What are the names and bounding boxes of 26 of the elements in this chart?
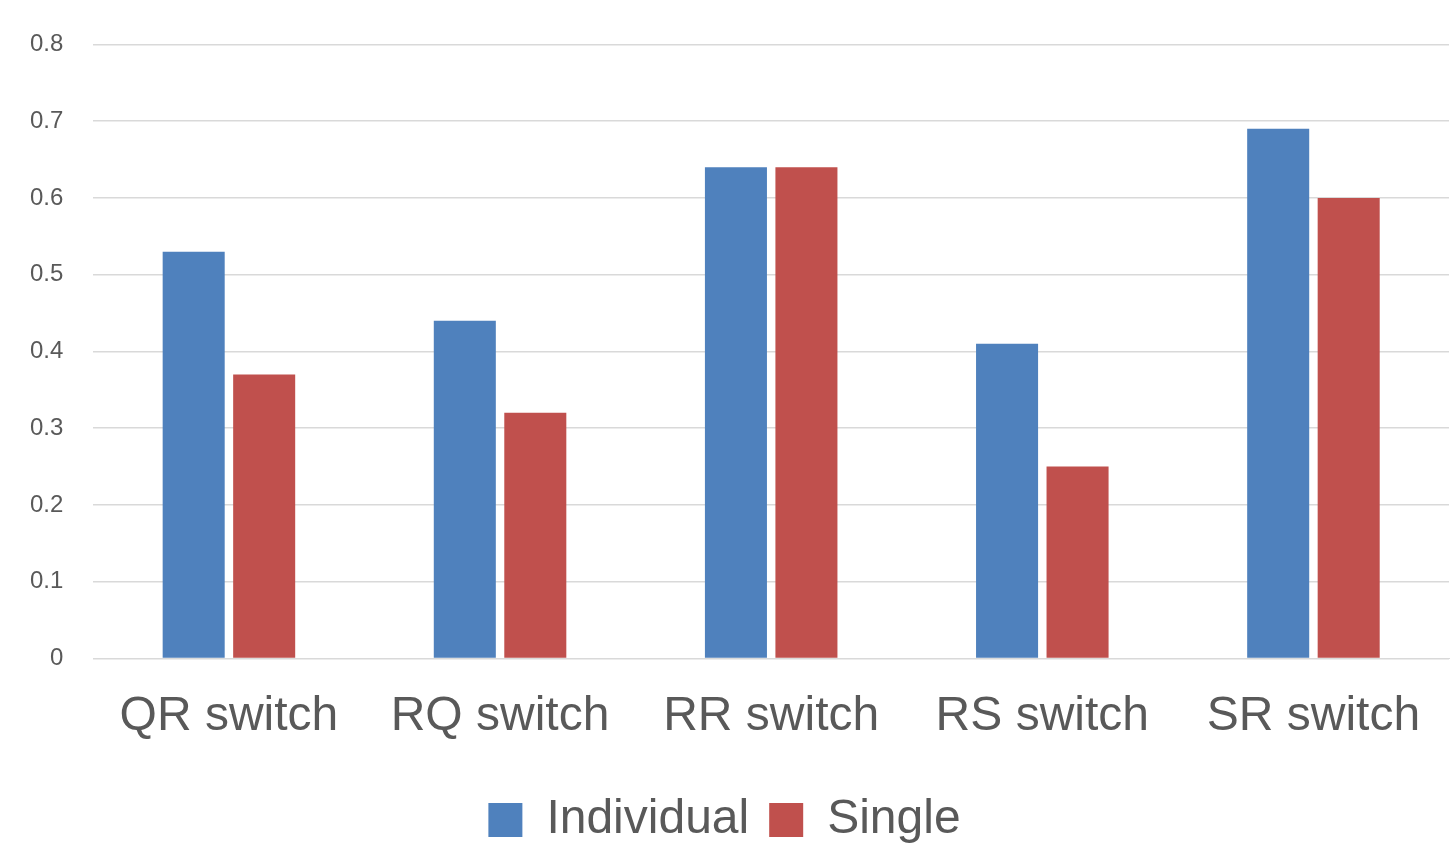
x-tick-label: SR switch — [1206, 687, 1421, 741]
bar — [1046, 466, 1109, 658]
y-tick-label: 0.8 — [29, 29, 64, 57]
bar — [775, 167, 838, 658]
x-tick-label: QR switch — [119, 687, 339, 741]
bar — [704, 167, 767, 658]
y-tick-label: 0 — [50, 643, 64, 671]
bar — [504, 412, 567, 658]
legend-label: Single — [827, 790, 961, 844]
x-tick-label: RQ switch — [390, 687, 610, 741]
legend-label: Individual — [546, 790, 750, 844]
bar — [233, 374, 296, 658]
bar — [976, 343, 1039, 658]
bar — [162, 251, 225, 658]
y-tick-label: 0.7 — [29, 105, 64, 133]
y-tick-label: 0.5 — [29, 259, 64, 287]
y-tick-label: 0.6 — [29, 182, 64, 210]
y-tick-label: 0.4 — [29, 336, 64, 364]
x-tick-label: RR switch — [663, 687, 880, 741]
y-tick-label: 0.2 — [29, 489, 64, 517]
bar — [1247, 128, 1310, 658]
bar — [1317, 197, 1380, 658]
y-tick-label: 0.1 — [29, 566, 64, 594]
x-tick-label: RS switch — [935, 687, 1149, 741]
y-tick-label: 0.3 — [29, 412, 64, 440]
bar — [433, 320, 496, 658]
